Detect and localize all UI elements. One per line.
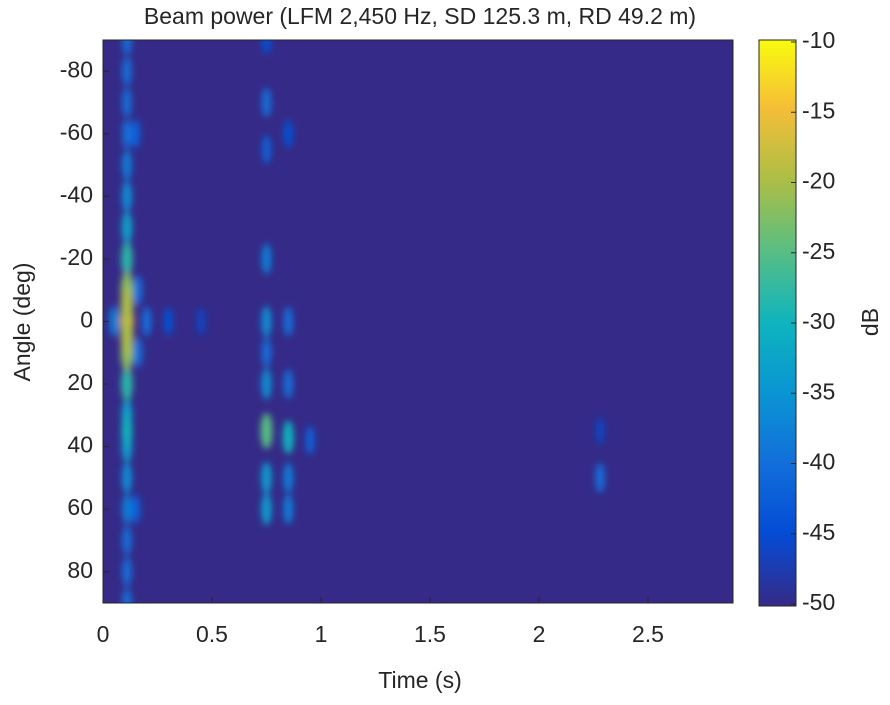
colorbar-tick-label: -20 (802, 168, 835, 194)
colorbar (758, 39, 797, 607)
heatmap-cell (131, 119, 141, 149)
x-tick-label: 1.5 (414, 621, 446, 647)
y-tick-label: 80 (67, 557, 93, 583)
heatmap-cell (595, 417, 605, 445)
heatmap-cell (283, 493, 294, 525)
heatmap-cell (261, 87, 272, 118)
y-tick-label: 0 (80, 307, 93, 333)
heatmap-cell (108, 306, 119, 337)
heatmap-cell (121, 366, 133, 402)
heatmap-cell (283, 369, 294, 400)
heatmap-cells (108, 40, 605, 603)
y-tick-label: 60 (67, 494, 93, 520)
heatmap-cell (122, 493, 132, 525)
colorbar-tick-label: -50 (802, 589, 835, 615)
plot-area (103, 40, 733, 603)
heatmap-cell (261, 243, 272, 275)
y-tick-label: -40 (60, 181, 93, 207)
heatmap-cell (261, 461, 272, 495)
heatmap-cell (120, 286, 134, 325)
colorbar-tick-label: -30 (802, 308, 835, 334)
heatmap-cell (120, 318, 134, 357)
heatmap-cell (122, 588, 132, 603)
heatmap-cell (260, 412, 273, 449)
chart-title: Beam power (LFM 2,450 Hz, SD 125.3 m, RD… (144, 3, 696, 29)
heatmap-cell (131, 494, 141, 524)
x-tick-label: 0 (97, 621, 110, 647)
heatmap-cell (133, 337, 143, 368)
x-tick-label: 2.5 (632, 621, 664, 647)
y-tick-label: -20 (60, 244, 93, 270)
heatmap-cell (282, 420, 294, 455)
heatmap-cell (261, 492, 272, 526)
heatmap-cell (122, 556, 132, 587)
heatmap-cell (283, 119, 293, 149)
heatmap-cell (133, 275, 143, 306)
heatmap-cell (121, 211, 133, 245)
colorbar-tick-label: -10 (802, 27, 835, 53)
y-tick-label: 40 (67, 432, 93, 458)
colorbar-tick-label: -35 (802, 378, 835, 404)
heatmap-cell (261, 368, 272, 400)
y-tick-label: -60 (60, 119, 93, 145)
heatmap-cell (122, 56, 132, 87)
heatmap-cell (122, 40, 132, 55)
colorbar-tick-label: -40 (802, 449, 835, 475)
x-axis-label: Time (s) (378, 667, 461, 693)
heatmap-cell (122, 87, 132, 118)
colorbar-tick-label: -45 (802, 519, 835, 545)
x-tick-label: 1 (315, 621, 328, 647)
heatmap-cell (121, 241, 133, 277)
heatmap-cell (163, 307, 173, 336)
heatmap-cell (196, 307, 206, 336)
x-tick-label: 2 (533, 621, 546, 647)
heatmap-cell (261, 134, 272, 165)
y-tick-label: -80 (60, 56, 93, 82)
heatmap-cell (261, 305, 272, 338)
heatmap-cell (121, 180, 133, 213)
y-tick-label: 20 (67, 369, 93, 395)
colorbar-tick-label: -25 (802, 238, 835, 264)
colorbar-label: dB (857, 308, 883, 336)
heatmap-cell (122, 118, 132, 149)
heatmap-cell (121, 413, 133, 448)
heatmap-cell (122, 525, 132, 556)
heatmap-cell (261, 337, 272, 368)
heatmap-cell (283, 306, 294, 337)
heatmap-cell (121, 462, 133, 494)
heatmap-background (103, 40, 733, 603)
heatmap-cell (141, 306, 152, 337)
heatmap-cell (595, 462, 605, 493)
y-axis-label: Angle (deg) (9, 263, 35, 382)
x-tick-label: 0.5 (196, 621, 228, 647)
heatmap-cell (283, 462, 294, 494)
colorbar-tick-label: -15 (802, 97, 835, 123)
heatmap-cell (262, 40, 271, 55)
heatmap-cell (305, 425, 315, 455)
heatmap-cell (122, 149, 132, 181)
